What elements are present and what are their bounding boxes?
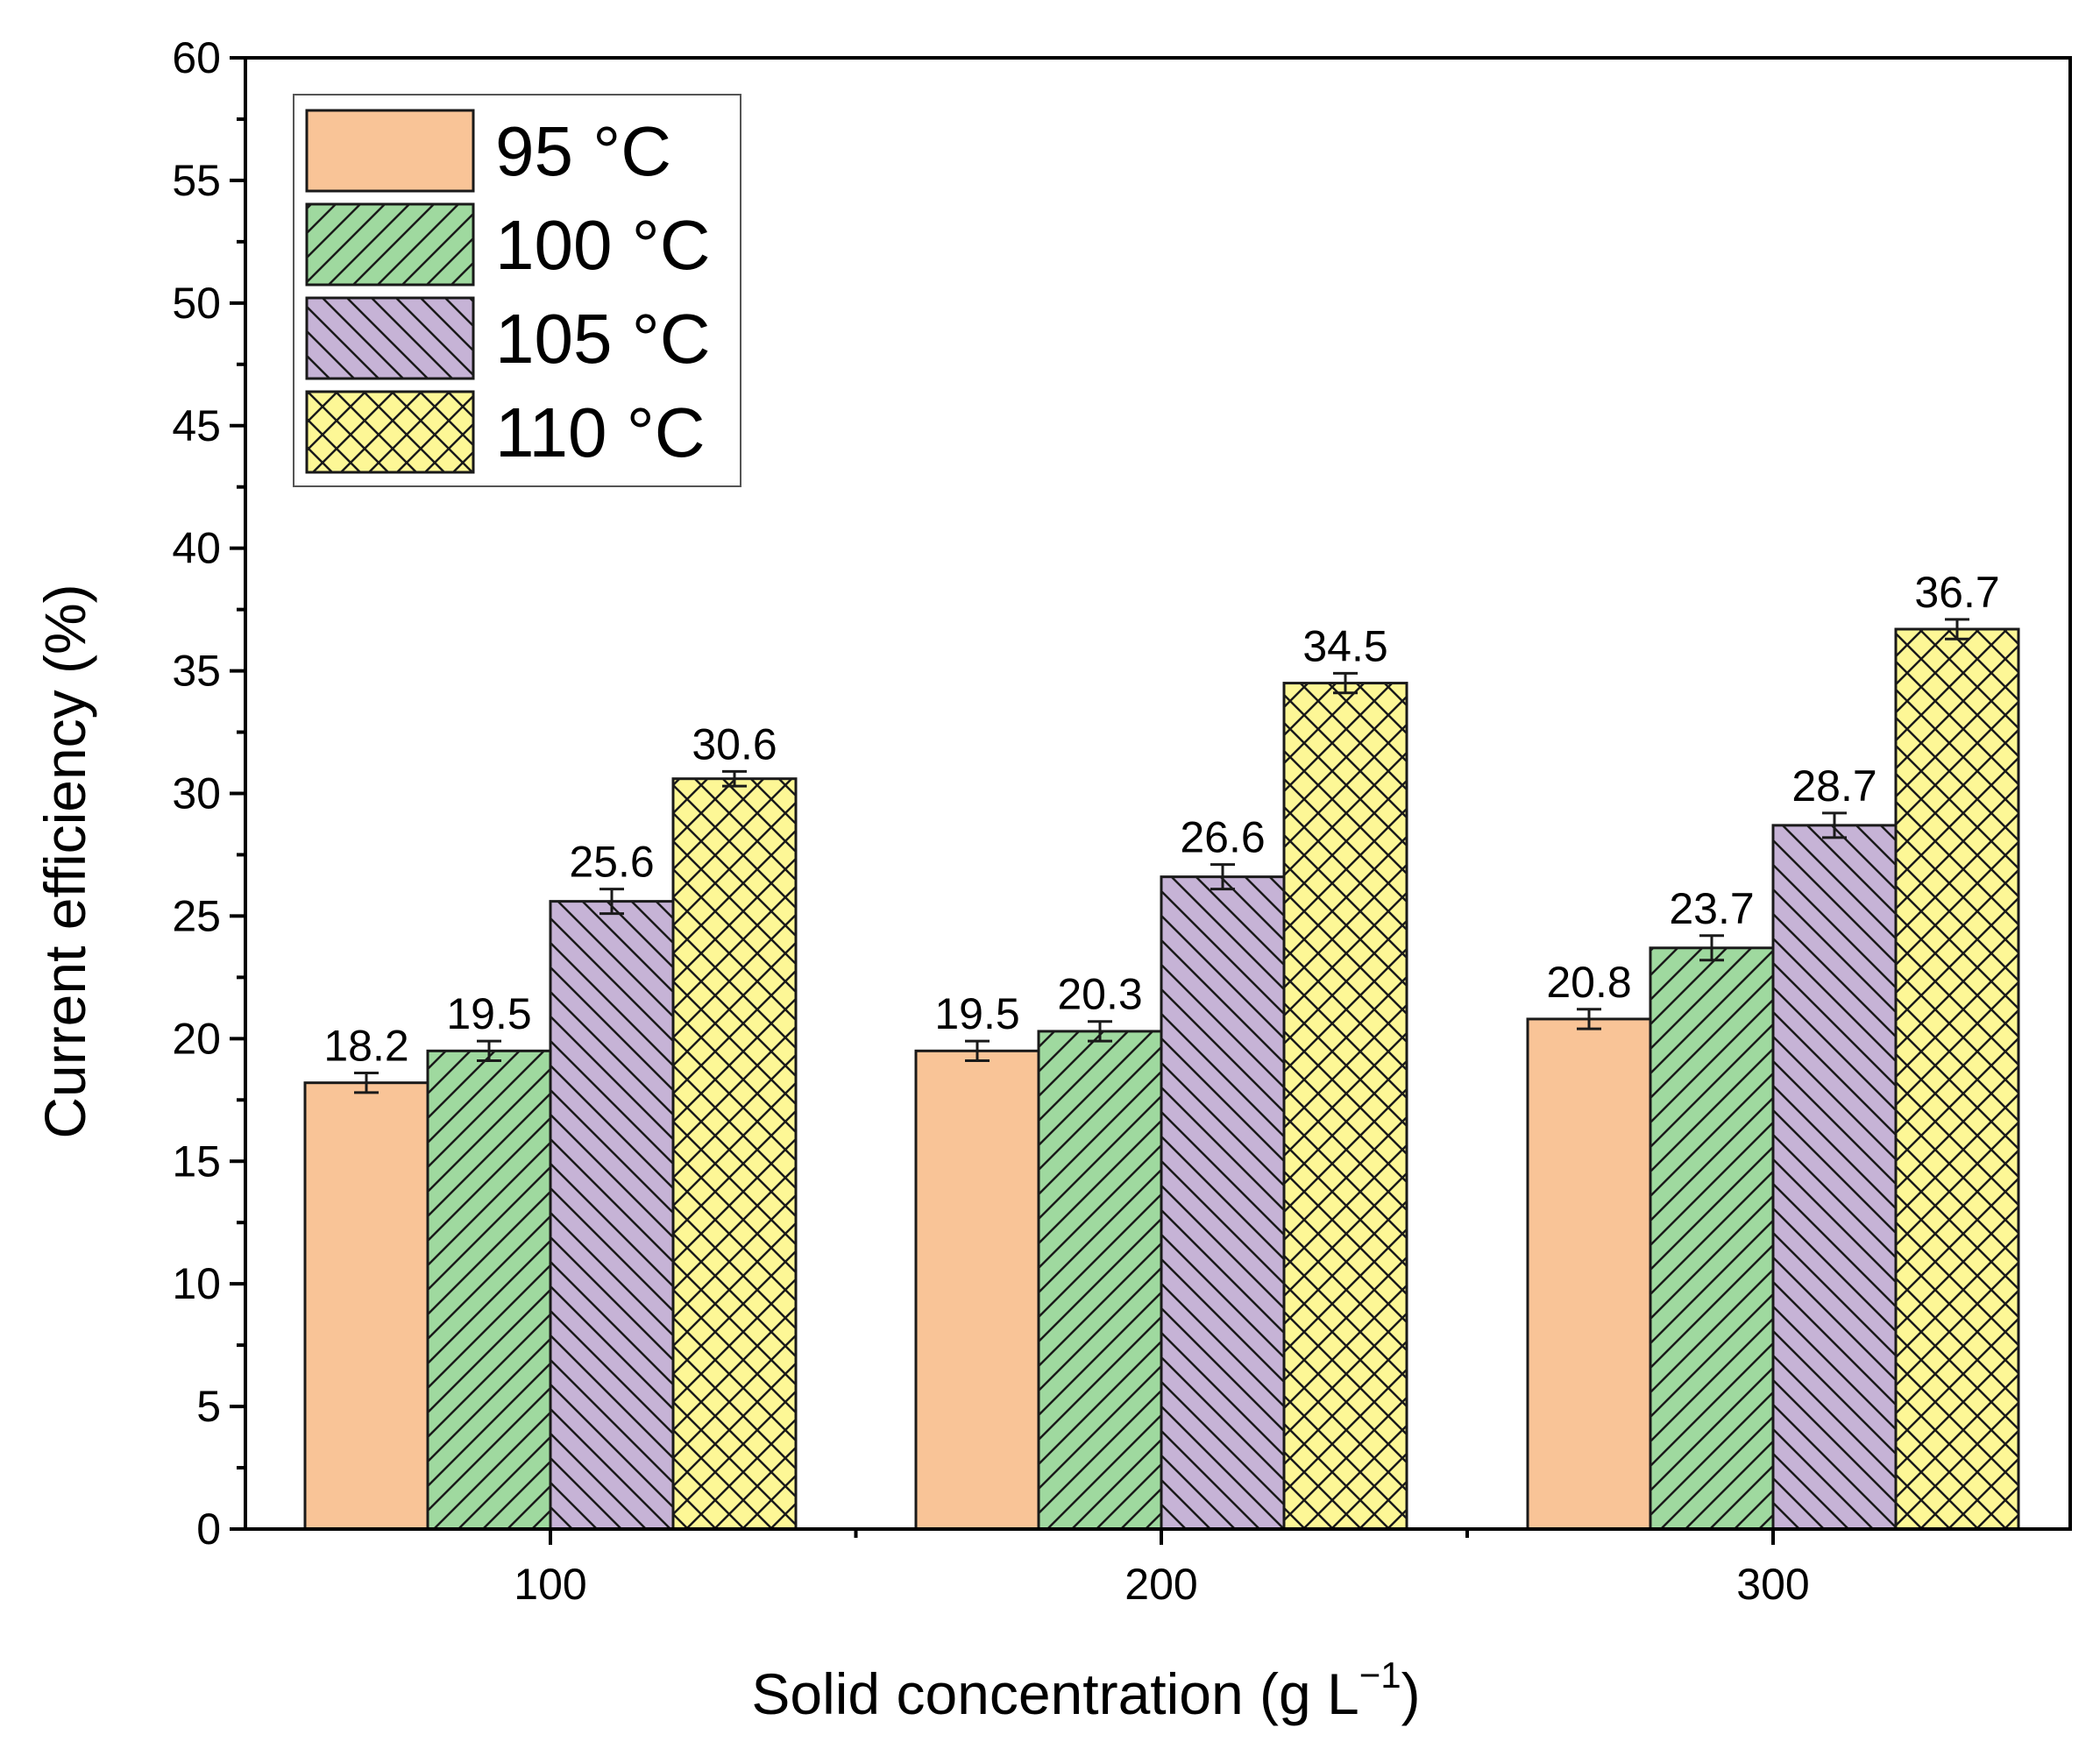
data-label: 28.7 [1791,761,1877,811]
bar [1037,1030,1163,1531]
data-label: 19.5 [934,989,1019,1038]
data-label: 20.8 [1546,958,1631,1007]
y-tick-label: 40 [172,524,221,573]
y-tick-label: 15 [172,1136,221,1186]
plot-area: 18.2 19.5 20.8 19.5 20.3 23.7 25.6 26.6 28.7 30.6… [172,33,2072,1609]
bar [671,777,798,1531]
bar [1282,682,1408,1531]
x-tick-label: 200 [1124,1560,1197,1609]
legend-label: 95 °C [495,112,671,190]
x-tick-label: 300 [1736,1560,1809,1609]
y-tick-label: 45 [172,401,221,450]
y-axis-title: Current efficiency (%) [32,584,97,1138]
bar [303,1081,429,1531]
bar [1160,875,1286,1531]
bar [1894,627,2020,1531]
data-label: 18.2 [323,1022,408,1071]
data-label: 25.6 [569,838,654,887]
x-axis-title: Solid concentration (g L−1) [751,1654,1420,1726]
legend-label: 100 °C [495,206,710,284]
legend-swatch [305,109,475,193]
data-label: 26.6 [1180,813,1265,862]
bar [1526,1017,1652,1531]
data-label: 34.5 [1302,621,1387,670]
y-tick-label: 35 [172,647,221,696]
y-tick-label: 50 [172,279,221,328]
legend: 95 °C 100 °C 105 °C 110 °C [293,94,741,487]
data-label: 19.5 [446,989,531,1038]
y-tick-label: 55 [172,156,221,205]
bar [1649,946,1775,1531]
bar [426,1049,552,1531]
bar [549,900,675,1531]
y-tick-label: 20 [172,1014,221,1063]
legend-swatch [305,390,475,474]
bar [1771,824,1898,1531]
legend-label: 105 °C [495,300,710,378]
x-tick-label: 100 [514,1560,586,1609]
data-label: 23.7 [1669,884,1754,933]
y-tick-label: 60 [172,33,221,82]
y-tick-label: 30 [172,769,221,818]
bar [914,1049,1040,1531]
data-label: 20.3 [1057,970,1142,1019]
data-label: 30.6 [692,719,777,768]
legend-swatch [305,296,475,380]
y-tick-label: 25 [172,891,221,940]
y-tick-label: 5 [196,1382,221,1431]
legend-label: 110 °C [495,393,706,471]
y-tick-label: 10 [172,1259,221,1308]
legend-swatch [305,202,475,287]
y-tick-label: 0 [196,1505,221,1554]
data-label: 36.7 [1914,568,1999,617]
